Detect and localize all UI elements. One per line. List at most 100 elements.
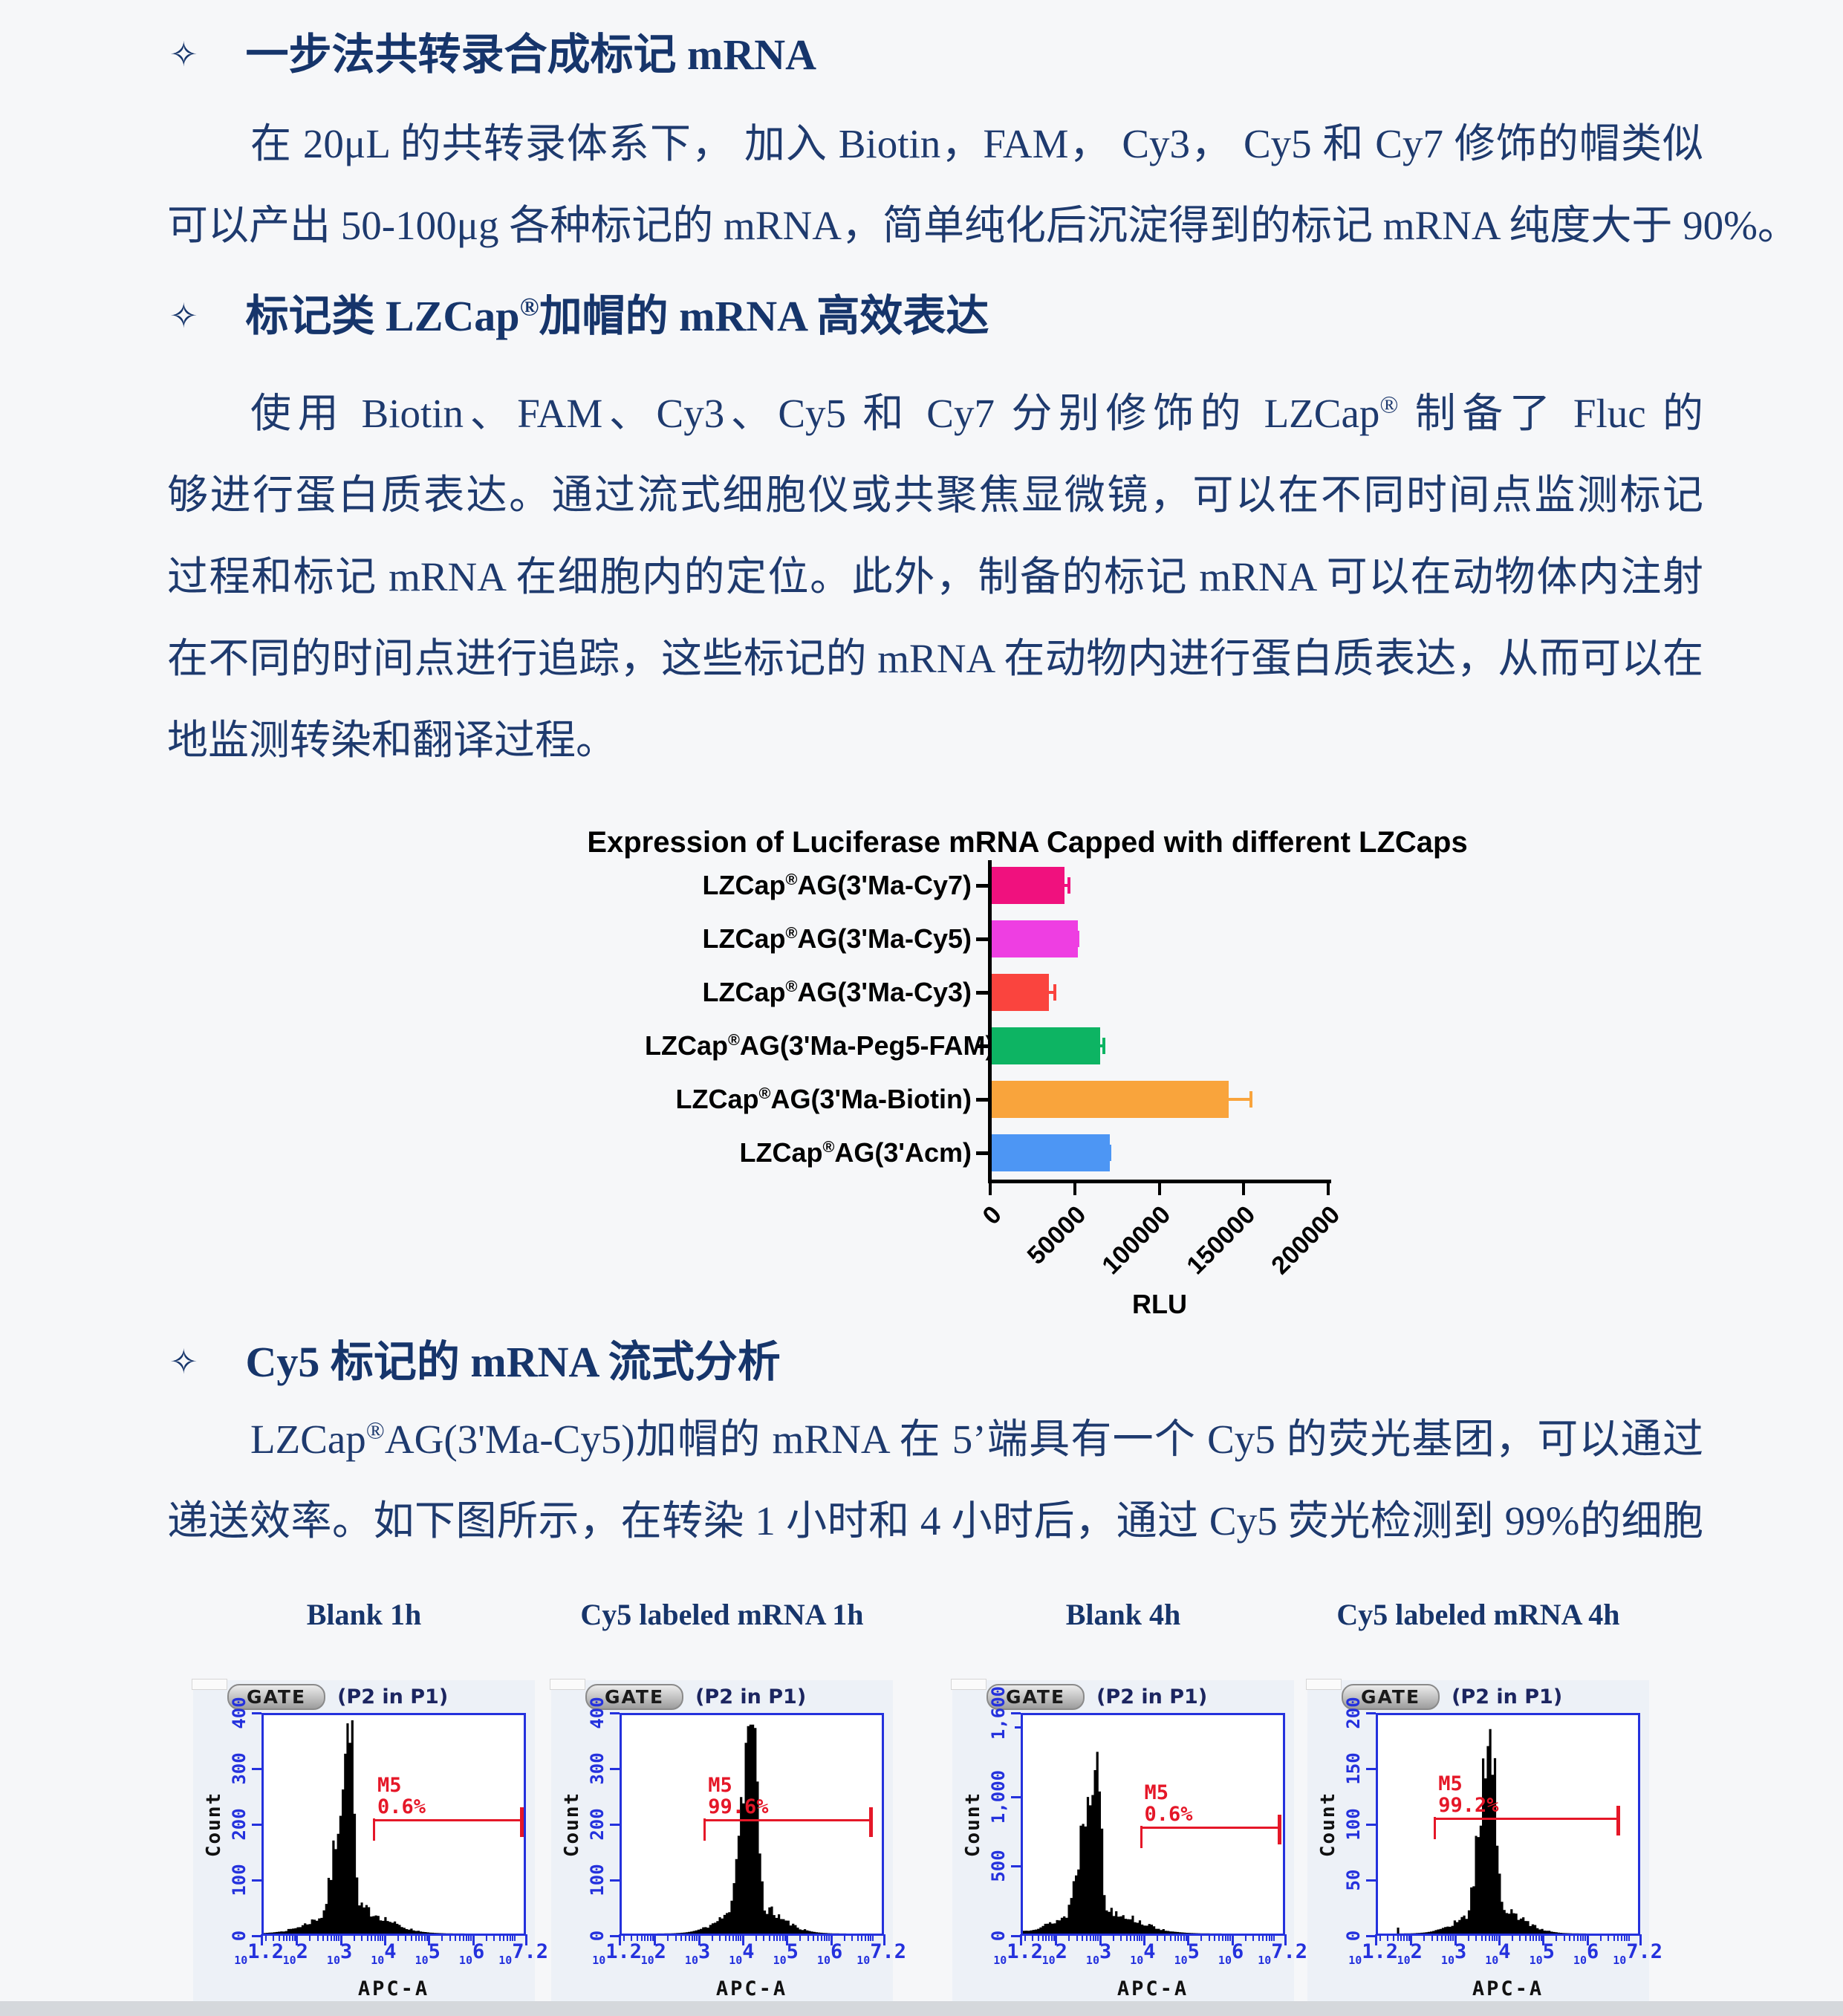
y-tick-label: 150 xyxy=(1343,1752,1364,1785)
panel-title: Cy5 labeled mRNA 4h xyxy=(1336,1598,1620,1631)
x-tick-text: 0 xyxy=(977,1200,1007,1231)
x-tick-label: 101.2 xyxy=(1348,1940,1398,1969)
log-base: 10 xyxy=(1041,1954,1056,1967)
bar-track xyxy=(988,912,1462,966)
panel-corner-tab xyxy=(192,1679,227,1690)
x-tick-label: 104 xyxy=(371,1940,396,1969)
histogram-plot: M5 99.2% xyxy=(1376,1713,1640,1936)
log-exponent: 3 xyxy=(698,1940,711,1963)
category-tick-mark xyxy=(976,1044,988,1048)
y-tick-label: 200 xyxy=(587,1808,608,1841)
log-base: 10 xyxy=(1258,1954,1272,1967)
log-base: 10 xyxy=(1085,1954,1099,1967)
x-tick-label: 107.2 xyxy=(1258,1940,1307,1969)
x-tick-strip xyxy=(261,1934,527,1948)
flow-panel: Blank 4h GATE (P2 in P1) M5 0.6% 1,600 1,000 50… xyxy=(951,1597,1307,2003)
y-tick-label: 500 xyxy=(988,1850,1009,1882)
x-tick-label: 106 xyxy=(1218,1940,1244,1969)
log-base: 10 xyxy=(1174,1954,1188,1967)
x-tick-label: 101.2 xyxy=(592,1940,642,1969)
bar-track xyxy=(988,1073,1462,1126)
log-base: 10 xyxy=(1529,1954,1543,1967)
log-exponent: 7.2 xyxy=(1271,1940,1308,1963)
paragraph-line: 使用 Biotin、FAM、Cy3、Cy5 和 Cy7 分别修饰的 LZCap®… xyxy=(250,391,1703,436)
paragraph-line: LZCap®AG(3'Ma-Cy5)加帽的 mRNA 在 5’端具有一个 Cy5… xyxy=(250,1417,1703,1462)
diamond-bullet-icon: ✧ xyxy=(169,36,198,74)
y-tick-mark xyxy=(252,1712,261,1714)
error-bar xyxy=(1062,877,1071,894)
marker-annotation: M5 99.2% xyxy=(1438,1773,1498,1816)
gate-scope-label: (P2 in P1) xyxy=(1452,1685,1563,1708)
paragraph-line: 过程和标记 mRNA 在细胞内的定位。此外，制备的标记 mRNA 可以在动物体内… xyxy=(167,554,1703,599)
paragraph-line: 地监测转染和翻译过程。 xyxy=(167,718,617,763)
log-exponent: 2 xyxy=(654,1940,666,1963)
log-base: 10 xyxy=(1573,1954,1587,1967)
heading-text: 一步法共转录合成标记 mRNA xyxy=(245,30,817,79)
y-tick-mark xyxy=(252,1768,261,1770)
y-tick-label: 300 xyxy=(229,1752,250,1785)
log-exponent: 7.2 xyxy=(512,1940,549,1963)
y-tick-label: 100 xyxy=(1343,1808,1364,1841)
apc-axis-label: APC-A xyxy=(1472,1977,1544,2000)
flow-panel: Cy5 labeled mRNA 1h GATE (P2 in P1) M5 99.6%… xyxy=(550,1597,906,2003)
log-exponent: 1.2 xyxy=(1362,1940,1399,1963)
log-base: 10 xyxy=(1613,1954,1627,1967)
bar-category-label: LZCap®AG(3'Ma-Biotin) xyxy=(675,1084,972,1114)
log-exponent: 1.2 xyxy=(247,1940,285,1963)
x-tick-label: 106 xyxy=(459,1940,484,1969)
log-base: 10 xyxy=(857,1954,871,1967)
log-exponent: 3 xyxy=(1099,1940,1112,1963)
marker-percent: 0.6% xyxy=(1144,1802,1193,1826)
bar-category-label: LZCap®AG(3'Ma-Cy7) xyxy=(702,870,972,900)
gate-row: GATE (P2 in P1) xyxy=(986,1684,1207,1710)
y-tick-label: 400 xyxy=(587,1697,608,1729)
x-tick-labels: 101.2 102 103 104 105 106 107.2 xyxy=(1348,1940,1662,1976)
x-tick-label: 101.2 xyxy=(234,1940,284,1969)
y-tick-mark xyxy=(1366,1935,1376,1937)
y-tick-mark xyxy=(252,1935,261,1937)
gate-scope-label: (P2 in P1) xyxy=(1096,1685,1208,1708)
x-tick-label: 105 xyxy=(1174,1940,1200,1969)
y-tick-label: 0 xyxy=(587,1930,608,1942)
marker-percent: 99.6% xyxy=(708,1795,769,1818)
x-tick-text: 150000 xyxy=(1181,1200,1261,1281)
log-exponent: 4 xyxy=(742,1940,755,1963)
marker-gate-line xyxy=(373,1807,524,1841)
y-tick-mark xyxy=(610,1712,620,1714)
panel-body: GATE (P2 in P1) M5 99.2% 200 150 100 50 0 Count 10… xyxy=(1306,1679,1662,2001)
paragraph-line: 在 20μL 的共转录体系下， 加入 Biotin，FAM， Cy3， Cy5 … xyxy=(250,121,1703,166)
count-axis-label: Count xyxy=(962,1791,984,1858)
log-exponent: 4 xyxy=(384,1940,397,1963)
bar-chart-row: LZCap®AG(3'Ma-Cy5) xyxy=(645,912,1462,966)
flow-panel: Cy5 labeled mRNA 4h GATE (P2 in P1) M5 99.2%… xyxy=(1306,1597,1662,2003)
gate-row: GATE (P2 in P1) xyxy=(1342,1684,1562,1710)
bar-chart: LZCap®AG(3'Ma-Cy7) LZCap®AG(3'Ma-Cy5) LZCa… xyxy=(645,859,1462,1334)
count-axis-label: Count xyxy=(203,1791,225,1858)
log-base: 10 xyxy=(498,1954,513,1967)
bar xyxy=(992,974,1050,1011)
log-exponent: 2 xyxy=(1410,1940,1423,1963)
y-tick-mark xyxy=(610,1768,620,1770)
x-tick-mark xyxy=(989,1183,992,1195)
x-tick-strip xyxy=(1020,1934,1287,1948)
x-tick-strip xyxy=(1375,1934,1642,1948)
apc-axis-label: APC-A xyxy=(715,1977,788,2000)
x-tick-label: 104 xyxy=(729,1940,754,1969)
histogram-plot: M5 0.6% xyxy=(261,1713,526,1936)
log-exponent: 6 xyxy=(830,1940,843,1963)
x-tick-labels: 101.2 102 103 104 105 106 107.2 xyxy=(592,1940,906,1976)
panel-title: Blank 4h xyxy=(1065,1598,1181,1631)
bar-chart-row: LZCap®AG(3'Ma-Biotin) xyxy=(645,1073,1462,1126)
bar-chart-row: LZCap®AG(3'Ma-Peg5-FAM) xyxy=(645,1019,1462,1073)
marker-label: M5 xyxy=(708,1773,732,1797)
bar-track xyxy=(988,1126,1462,1180)
y-tick-mark xyxy=(1366,1879,1376,1882)
paragraph-line: 可以产出 50-100μg 各种标记的 mRNA，简单纯化后沉淀得到的标记 mR… xyxy=(167,203,1798,248)
x-tick-strip xyxy=(619,1934,885,1948)
panel-body: GATE (P2 in P1) M5 0.6% 400 300 200 100 0 Count 10… xyxy=(192,1679,548,2001)
gate-button: GATE xyxy=(227,1684,326,1710)
y-tick-mark xyxy=(610,1935,620,1937)
heading-text: 标记类 LZCap®加帽的 mRNA 高效表达 xyxy=(245,292,989,340)
page-bottom-edge xyxy=(0,2001,1843,2016)
bar-track xyxy=(988,859,1462,912)
